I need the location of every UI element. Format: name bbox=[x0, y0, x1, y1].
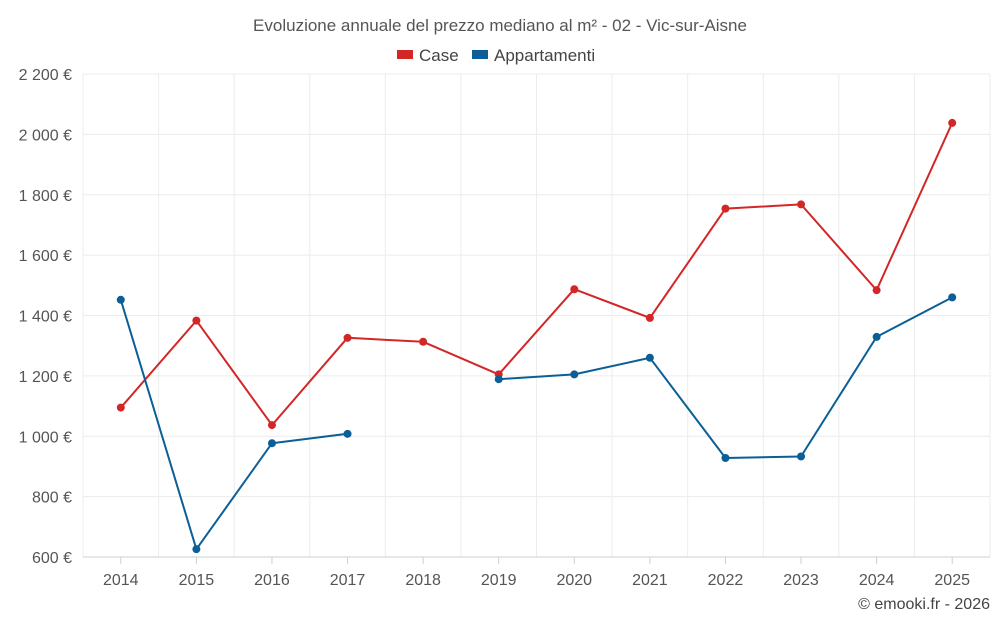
x-tick-label: 2020 bbox=[556, 572, 592, 589]
grid bbox=[82, 73, 991, 558]
series-line-appartamenti bbox=[119, 299, 348, 551]
data-point-case bbox=[797, 200, 806, 209]
data-point-case bbox=[343, 333, 352, 342]
data-point-case bbox=[570, 285, 579, 294]
legend-swatch bbox=[472, 50, 488, 59]
x-tick-label: 2016 bbox=[254, 572, 290, 589]
data-point-case bbox=[721, 204, 730, 213]
x-tick-label: 2018 bbox=[405, 572, 441, 589]
data-point-case bbox=[419, 337, 428, 346]
data-point-appartamenti bbox=[645, 353, 654, 362]
data-point-case bbox=[948, 118, 957, 127]
x-tick-label: 2022 bbox=[708, 572, 744, 589]
x-tick-label: 2021 bbox=[632, 572, 668, 589]
data-point-appartamenti bbox=[948, 293, 957, 302]
data-point-appartamenti bbox=[116, 295, 125, 304]
legend-label: Case bbox=[419, 46, 459, 65]
data-point-case bbox=[872, 286, 881, 295]
data-point-case bbox=[645, 313, 654, 322]
series-group bbox=[116, 118, 957, 554]
data-point-appartamenti bbox=[721, 453, 730, 462]
legend-label: Appartamenti bbox=[494, 46, 595, 65]
data-point-appartamenti bbox=[192, 545, 201, 554]
y-tick-label: 1 200 € bbox=[19, 369, 72, 386]
x-tick-label: 2025 bbox=[934, 572, 970, 589]
y-tick-label: 1 600 € bbox=[19, 248, 72, 265]
data-point-case bbox=[267, 421, 276, 430]
data-point-appartamenti bbox=[797, 452, 806, 461]
x-axis: 2014 2015 2016 2017 2018 2019 2020 2021 2022 2023… bbox=[83, 556, 990, 589]
data-point-appartamenti bbox=[494, 375, 503, 384]
y-tick-label: 1 400 € bbox=[19, 309, 72, 326]
credit: © emooki.fr - 2026 bbox=[858, 596, 990, 613]
chart-title: Evoluzione annuale del prezzo mediano al… bbox=[253, 16, 747, 35]
x-tick-label: 2023 bbox=[783, 572, 819, 589]
y-tick-label: 2 200 € bbox=[19, 67, 72, 84]
data-point-appartamenti bbox=[872, 332, 881, 341]
legend: Case Appartamenti bbox=[397, 46, 595, 65]
x-tick-label: 2015 bbox=[179, 572, 215, 589]
x-tick-label: 2024 bbox=[859, 572, 895, 589]
x-tick-label: 2014 bbox=[103, 572, 139, 589]
data-point-appartamenti bbox=[343, 429, 352, 438]
y-tick-label: 1 800 € bbox=[19, 188, 72, 205]
y-axis: 600 € 800 € 1 000 € 1 200 € 1 400 € 1 600 € 1 … bbox=[19, 67, 72, 567]
data-point-appartamenti bbox=[570, 370, 579, 379]
series-line-case bbox=[120, 122, 954, 427]
y-tick-label: 800 € bbox=[32, 490, 72, 507]
x-tick-label: 2019 bbox=[481, 572, 517, 589]
y-tick-label: 1 000 € bbox=[19, 429, 72, 446]
legend-swatch bbox=[397, 50, 413, 59]
y-tick-label: 2 000 € bbox=[19, 127, 72, 144]
data-point-case bbox=[116, 403, 125, 412]
x-tick-label: 2017 bbox=[330, 572, 366, 589]
series-line-appartamenti bbox=[498, 296, 953, 459]
y-tick-label: 600 € bbox=[32, 550, 72, 567]
data-point-appartamenti bbox=[267, 439, 276, 448]
data-point-case bbox=[192, 316, 201, 325]
